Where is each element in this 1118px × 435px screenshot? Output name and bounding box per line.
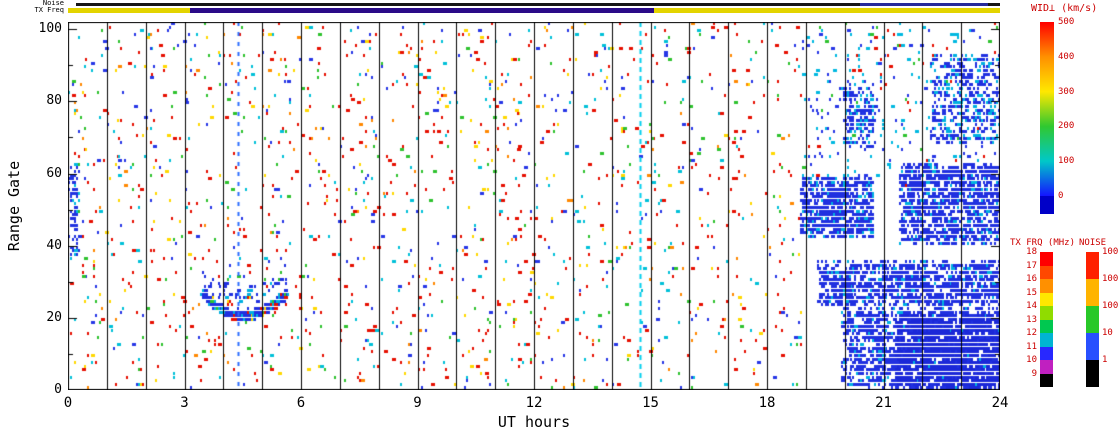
- noise-colorbar-tick-label: 10000: [1102, 247, 1118, 257]
- rti-plot-canvas: [68, 22, 1000, 390]
- txfrq-colorbar-tick-label: 16: [1026, 274, 1037, 284]
- wid-colorbar-tick-label: 500: [1058, 17, 1075, 27]
- strip-segment: [860, 3, 989, 6]
- wid-colorbar-tick-label: 200: [1058, 121, 1075, 132]
- noise-colorbar: [1086, 252, 1099, 387]
- wid-colorbar-under-block: [1040, 196, 1054, 214]
- txfrq-colorbar-title: TX FRQ (MHz): [1010, 238, 1076, 248]
- txfreq-strip: [68, 8, 1000, 13]
- x-tick-label: 12: [525, 395, 543, 411]
- strip-segment: [68, 8, 191, 13]
- txfrq-colorbar-block: [1040, 279, 1053, 293]
- wid-colorbar-tick-label: 300: [1058, 86, 1075, 97]
- noise-colorbar-block: [1086, 306, 1099, 333]
- strip-segment: [75, 3, 861, 6]
- noise-strip-label: Noise: [42, 0, 64, 7]
- x-tick-label: 0: [63, 395, 73, 411]
- noise-colorbar-tick-label: 1: [1102, 355, 1108, 365]
- wid-colorbar-tick-label: 0: [1058, 191, 1064, 201]
- txfrq-colorbar-block: [1040, 373, 1053, 387]
- x-tick-label: 24: [991, 395, 1009, 411]
- x-tick-label: 15: [642, 395, 659, 411]
- txfreq-strip-label: TX Freq: [34, 6, 64, 14]
- x-tick-label: 6: [296, 395, 306, 411]
- wid-colorbar-tick-label: 400: [1058, 51, 1075, 62]
- noise-colorbar-block: [1086, 279, 1099, 306]
- txfrq-colorbar: [1040, 252, 1053, 387]
- noise-colorbar-block: [1086, 252, 1099, 279]
- noise-colorbar-block: [1086, 360, 1099, 387]
- wid-colorbar-tick-label: 100: [1058, 156, 1075, 167]
- y-tick-label: 20: [46, 309, 62, 325]
- txfrq-colorbar-tick-label: 18: [1026, 247, 1037, 257]
- txfrq-colorbar-block: [1040, 319, 1053, 333]
- strip-segment: [988, 3, 1000, 6]
- txfrq-colorbar-tick-label: 10: [1026, 355, 1037, 365]
- noise-strip: [68, 3, 1000, 6]
- x-tick-label: 9: [413, 395, 422, 411]
- txfrq-colorbar-block: [1040, 265, 1053, 279]
- y-tick-label: 0: [54, 382, 62, 397]
- y-tick-label: 80: [46, 93, 62, 109]
- txfrq-colorbar-block: [1040, 333, 1053, 347]
- txfrq-colorbar-tick-label: 14: [1026, 301, 1037, 311]
- noise-colorbar-block: [1086, 333, 1099, 360]
- txfrq-colorbar-tick-label: 12: [1026, 328, 1037, 338]
- txfrq-colorbar-tick-label: 15: [1026, 287, 1037, 298]
- wid-colorbar-gradient: [1040, 22, 1054, 196]
- wid-colorbar: [1040, 22, 1054, 214]
- txfrq-colorbar-block: [1040, 306, 1053, 320]
- txfrq-colorbar-tick-label: 11: [1026, 341, 1037, 352]
- noise-colorbar-tick-label: 10: [1102, 328, 1113, 338]
- noise-colorbar-title: NOISE: [1079, 238, 1107, 248]
- txfrq-colorbar-tick-label: 17: [1026, 260, 1037, 271]
- strip-segment: [190, 8, 655, 13]
- y-axis-title: Range Gate: [5, 160, 23, 252]
- x-tick-label: 3: [180, 395, 189, 411]
- y-tick-label: 60: [46, 165, 62, 181]
- txfrq-colorbar-tick-label: 13: [1026, 314, 1037, 325]
- txfrq-colorbar-block: [1040, 292, 1053, 306]
- wid-colorbar-title: WID⊥ (km/s): [1031, 3, 1098, 14]
- txfrq-colorbar-block: [1040, 360, 1053, 374]
- x-axis-title: UT hours: [497, 413, 571, 431]
- strip-segment: [654, 8, 1000, 13]
- txfrq-colorbar-block: [1040, 346, 1053, 360]
- y-tick-label: 40: [46, 237, 62, 253]
- noise-colorbar-tick-label: 100: [1102, 301, 1118, 311]
- txfrq-colorbar-block: [1040, 252, 1053, 266]
- txfrq-colorbar-tick-label: 9: [1031, 368, 1037, 379]
- y-tick-label: 100: [38, 21, 62, 37]
- x-tick-label: 18: [758, 395, 776, 411]
- x-tick-label: 21: [875, 395, 892, 411]
